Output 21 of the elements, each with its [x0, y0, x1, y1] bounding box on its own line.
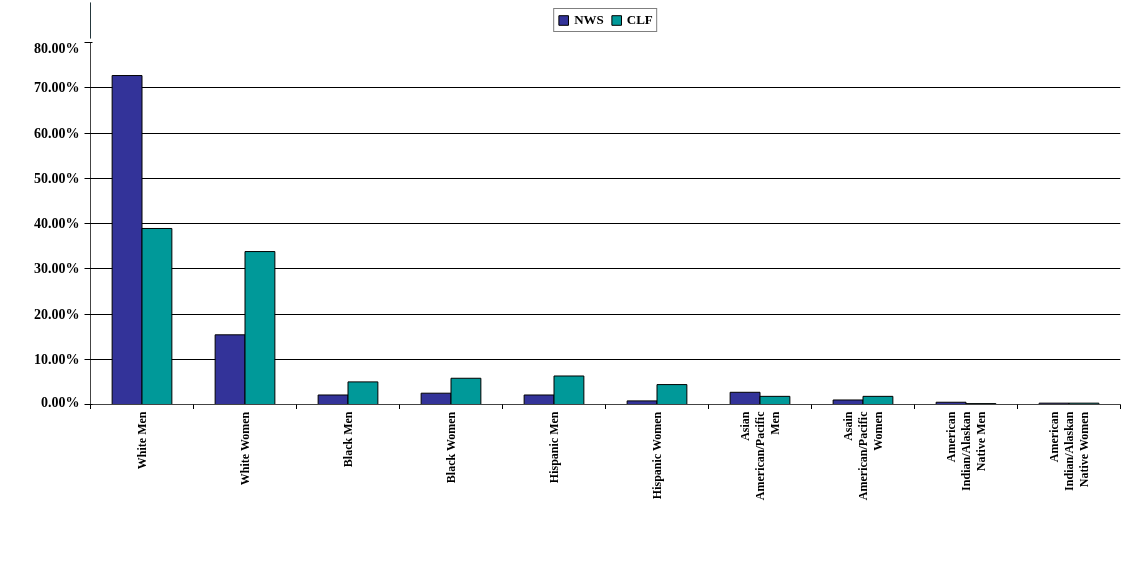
- y-tick-label: 60.00%: [34, 125, 80, 141]
- legend-label: NWS: [574, 12, 604, 28]
- y-tick-label: 80.00%: [34, 40, 80, 56]
- y-tick-label: 20.00%: [34, 306, 80, 322]
- y-tick-label: 10.00%: [34, 351, 80, 367]
- legend-label: CLF: [626, 12, 653, 28]
- x-tick-label: Asian American/Pacific Men: [737, 410, 783, 501]
- x-tick-label: Black Women: [444, 411, 458, 484]
- y-tick-label: 0.00%: [41, 394, 80, 410]
- y-tick-label: 30.00%: [34, 261, 80, 277]
- x-tick-label: White Men: [135, 411, 149, 470]
- x-tick-label: Hispanic Women: [650, 411, 664, 500]
- x-tick-label: American Indian/Alaskan Native Men: [943, 411, 989, 491]
- y-tick-label: 70.00%: [34, 80, 80, 96]
- x-tick-label: Black Men: [341, 411, 355, 468]
- x-tick-label: Asain American/Pacific Women: [840, 410, 886, 501]
- y-tick-label: 50.00%: [34, 170, 80, 186]
- x-tick-label: Hispanic Men: [547, 411, 561, 484]
- x-tick-label: White Women: [238, 411, 252, 486]
- y-tick-label: 40.00%: [34, 216, 80, 231]
- x-tick-label: American Indian/Alaskan Native Women: [1046, 411, 1092, 491]
